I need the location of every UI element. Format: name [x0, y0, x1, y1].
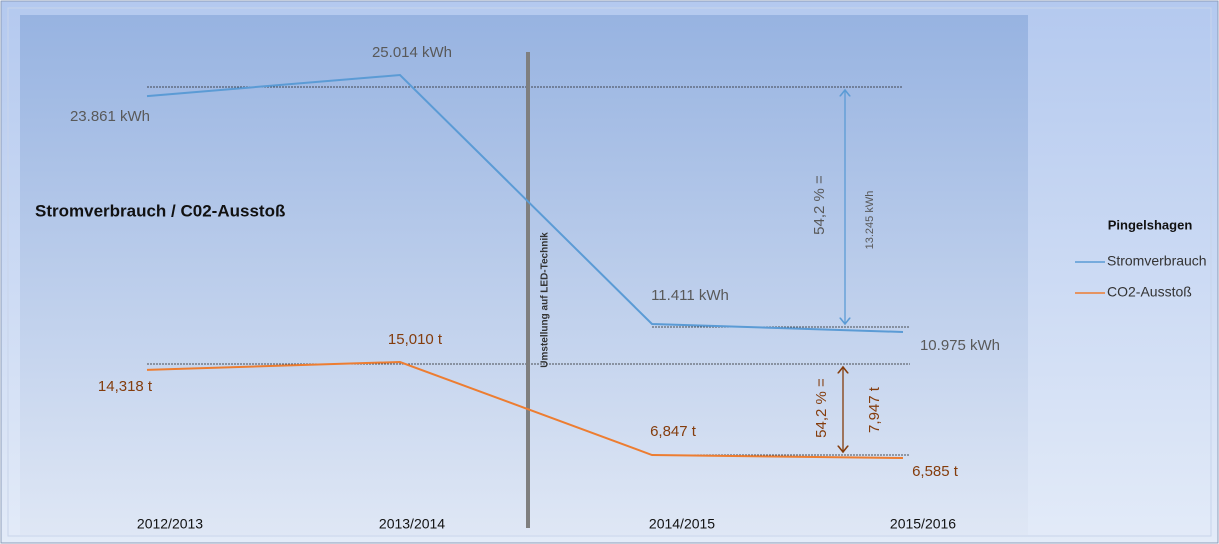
x-tick-label: 2014/2015 [649, 516, 715, 532]
x-tick-label: 2013/2014 [379, 516, 445, 532]
annotation: 7,947 t [866, 386, 883, 433]
data-label: 10.975 kWh [920, 337, 1000, 354]
data-label: 25.014 kWh [372, 44, 452, 61]
annotation: 54,2 % = [811, 175, 828, 235]
data-label: 6,847 t [650, 423, 697, 440]
annotation: 54,2 % = [813, 378, 830, 438]
data-label: 14,318 t [98, 378, 153, 395]
legend-label: CO2-Ausstoß [1107, 284, 1192, 300]
x-tick-label: 2015/2016 [890, 516, 956, 532]
data-label: 11.411 kWh [651, 287, 729, 304]
series-line [146, 360, 904, 459]
legend-title: Pingelshagen [1108, 217, 1193, 232]
x-tick-label: 2012/2013 [137, 516, 203, 532]
series-line [146, 73, 904, 333]
annotation: 13.245 kWh [864, 191, 876, 250]
chart-title: Stromverbrauch / C02-Ausstoß [35, 201, 285, 220]
annotation: Umstellung auf LED-Technik [540, 232, 551, 368]
legend-label: Stromverbrauch [1107, 253, 1207, 269]
data-label: 15,010 t [388, 331, 443, 348]
plot-area [20, 15, 1028, 535]
frame-inner [7, 7, 1212, 537]
data-label: 6,585 t [912, 463, 959, 480]
data-label: 23.861 kWh [70, 108, 150, 125]
